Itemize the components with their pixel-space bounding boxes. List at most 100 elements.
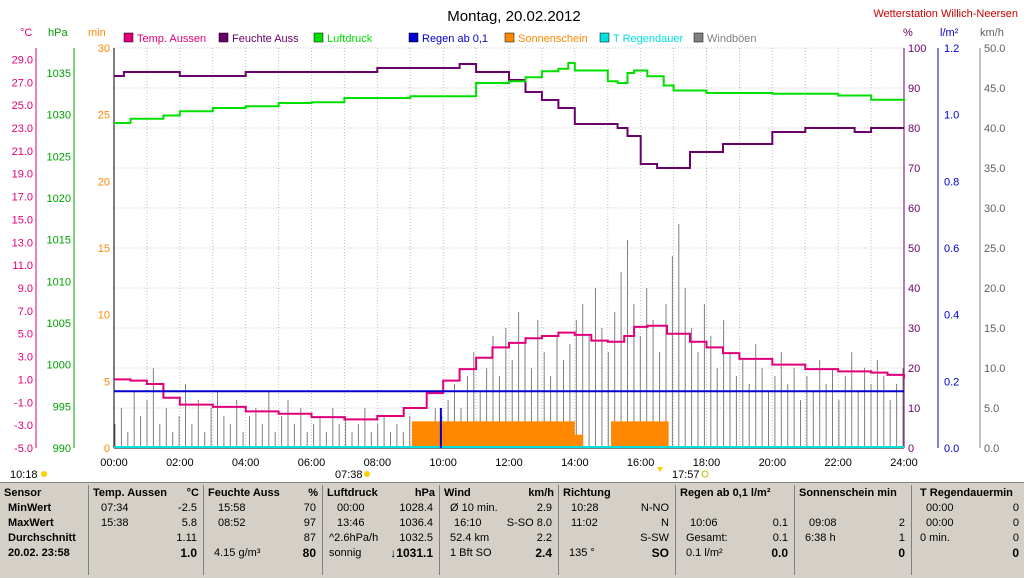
pressure-tick-1: 1030 — [47, 110, 71, 122]
temp-min-time: 07:34 — [101, 502, 129, 514]
row-label-min: MinWert — [8, 502, 52, 514]
rain-sum: 0.1 l/m² — [686, 547, 723, 559]
temp-current: 1.0 — [180, 546, 197, 560]
temp-tick-14: 1.0 — [18, 374, 33, 386]
axis-unit-labels: °C hPa min% l/m² km/h — [20, 27, 1004, 39]
raindur-min-time: 00:00 — [926, 502, 954, 514]
rain-total-label: Gesamt: — [686, 532, 728, 544]
minutes-tick-4: 10 — [98, 310, 110, 322]
pressure-tick-9: 990 — [53, 443, 71, 455]
x-axis-labels: 00:00 02:00 04:00 06:00 08:00 10:00 12:00 14:00… — [100, 457, 918, 469]
sun-max: 2 — [898, 517, 905, 529]
rain-tick-1: 1.0 — [944, 110, 959, 122]
x-tick-11: 22:00 — [824, 457, 852, 469]
col-rain-unit: l/m² — [750, 487, 771, 499]
pressure-max-time: 13:46 — [337, 517, 365, 529]
temp-tick-15: -1.0 — [14, 397, 33, 409]
direction-max: N — [661, 517, 669, 529]
sunset-icon — [701, 470, 709, 478]
temp-tick-0: 29.0 — [12, 54, 33, 66]
legend-swatch-3 — [408, 32, 419, 43]
legend-swatch-4 — [504, 32, 515, 43]
statistics-table: Sensor MinWert MaxWert Durchschnitt 20.0… — [0, 482, 1024, 578]
rain-tick-0: 1.2 — [944, 43, 959, 55]
humidity-tick-6: 40 — [908, 283, 920, 295]
left-time-label: 10:18 — [10, 469, 38, 481]
sun-current: 0 — [898, 546, 905, 560]
humidity-tick-4: 60 — [908, 203, 920, 215]
legend-label-6: Windböen — [707, 33, 757, 45]
humidity-tick-2: 80 — [908, 123, 920, 135]
wind-tick-10: 0.0 — [984, 443, 999, 455]
temp-tick-10: 9.0 — [18, 283, 33, 295]
series-sonnenschein — [411, 421, 669, 448]
temp-tick-2: 25.0 — [12, 100, 33, 112]
humidity-min-time: 15:58 — [218, 502, 246, 514]
legend-label-1: Feuchte Auss — [232, 33, 299, 45]
pressure-avg: 1032.5 — [399, 532, 433, 544]
temp-min: -2.5 — [178, 502, 197, 514]
raindur-max-time: 00:00 — [926, 517, 954, 529]
raindur-current: 0 — [1012, 546, 1019, 560]
wind-daily-avg: 2.2 — [536, 532, 552, 544]
humidity-tick-3: 70 — [908, 163, 920, 175]
x-tick-3: 06:00 — [298, 457, 326, 469]
humidity-tick-5: 50 — [908, 243, 920, 255]
minutes-tick-3: 15 — [98, 243, 110, 255]
wind-current: 2.4 — [535, 546, 552, 560]
legend: Temp. Aussen Feuchte Auss Luftdruck Regen a… — [123, 32, 757, 45]
sun-markers: 10:18 07:38 17:57 — [10, 467, 709, 481]
legend-swatch-2 — [313, 32, 324, 43]
col-direction-header: Richtung — [563, 487, 611, 499]
temp-tick-3: 23.0 — [12, 123, 33, 135]
sun-time: 09:08 — [809, 517, 837, 529]
x-tick-6: 12:00 — [495, 457, 523, 469]
legend-label-2: Luftdruck — [327, 33, 373, 45]
unit-pressure: hPa — [48, 27, 68, 39]
minutes-tick-2: 20 — [98, 176, 110, 188]
rain-tick-3: 0.6 — [944, 243, 959, 255]
rain-tick-6: 0.0 — [944, 443, 959, 455]
humidity-avg: 87 — [303, 532, 316, 544]
weather-chart: Montag, 20.02.2012 Wetterstation Willich… — [10, 8, 1018, 481]
col-humidity-unit: % — [308, 487, 318, 499]
col-temp: Temp. Aussen °C 07:34 -2.5 15:38 5.8 1.11 1… — [89, 485, 204, 575]
wind-tick-4: 30.0 — [984, 203, 1005, 215]
humidity-min: 70 — [303, 502, 316, 514]
minutes-tick-5: 5 — [104, 376, 110, 388]
col-humidity: Feuchte Auss% 15:58 70 08:52 97 87 4.15 g/… — [204, 485, 323, 575]
wind-tick-5: 25.0 — [984, 243, 1005, 255]
col-sensor-header: Sensor — [4, 487, 42, 499]
series-line-0 — [114, 324, 905, 421]
col-rain-header: Regen ab 0,1 — [680, 487, 748, 499]
pressure-tick-7: 1000 — [47, 360, 71, 372]
unit-humidity: % — [903, 27, 913, 39]
row-label-max: MaxWert — [8, 517, 54, 529]
temp-tick-17: -5.0 — [14, 443, 33, 455]
rain-tick-2: 0.8 — [944, 176, 959, 188]
sunrise-icon — [364, 471, 370, 477]
col-pressure: Luftdruck hPa 00:00 1028.4 13:46 1036.4 ^2.… — [323, 485, 440, 575]
rain-current: 0.0 — [771, 546, 788, 560]
wind-tick-8: 10.0 — [984, 363, 1005, 375]
col-rain-duration: T Regendauermin 00:00 0 00:00 0 0 min. 0 0 — [912, 485, 1023, 575]
col-sensor: Sensor MinWert MaxWert Durchschnitt 20.0… — [0, 485, 89, 575]
minutes-tick-6: 0 — [104, 443, 110, 455]
unit-temp: °C — [20, 27, 32, 39]
sun-icon-left — [41, 471, 47, 477]
row-label-current: 20.02. 23:58 — [8, 547, 70, 559]
temp-tick-5: 19.0 — [12, 169, 33, 181]
legend-swatch-0 — [123, 32, 134, 43]
temp-tick-4: 21.0 — [12, 146, 33, 158]
wind-tick-6: 20.0 — [984, 283, 1005, 295]
x-tick-12: 24:00 — [890, 457, 918, 469]
pressure-trend: ^2.6hPa/h — [329, 532, 379, 544]
x-tick-0: 00:00 — [100, 457, 128, 469]
x-tick-10: 20:00 — [759, 457, 787, 469]
legend-swatch-1 — [218, 32, 229, 43]
col-humidity-header: Feuchte Auss — [208, 487, 280, 499]
col-temp-unit: °C — [186, 487, 199, 499]
rain-max: 0.1 — [772, 517, 788, 529]
sunrise-label: 07:38 — [335, 469, 363, 481]
col-pressure-header: Luftdruck — [327, 487, 378, 499]
